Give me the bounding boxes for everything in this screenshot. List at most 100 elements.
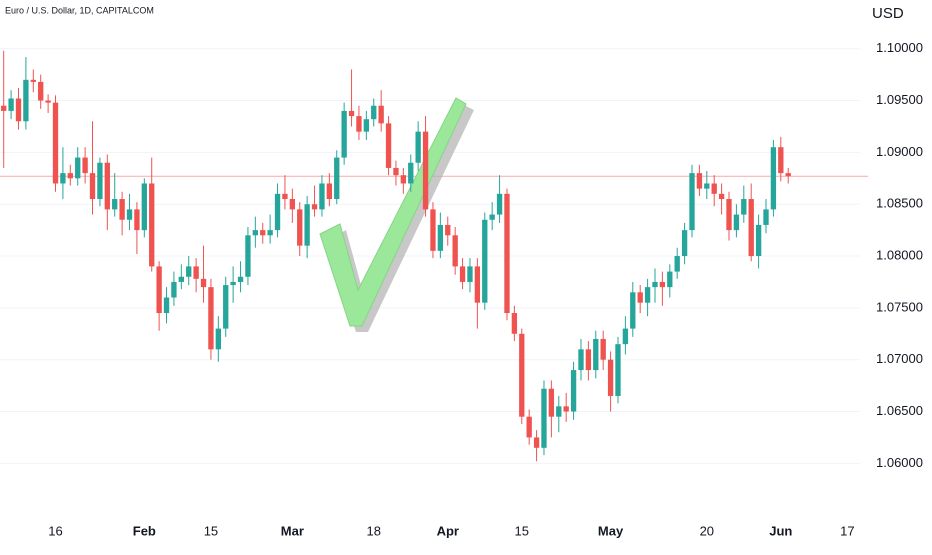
candle-body	[593, 338, 599, 371]
candle-body	[778, 147, 784, 174]
candle-body	[733, 214, 740, 231]
candle-body	[430, 209, 436, 251]
candle-body	[341, 110, 347, 158]
candle-body	[704, 183, 710, 189]
candle-body	[1, 105, 7, 111]
candle-body	[667, 271, 673, 288]
candle-body	[348, 110, 355, 117]
candle-body	[689, 173, 695, 231]
candle-body	[163, 297, 170, 314]
y-tick-label: 1.06000	[876, 455, 923, 470]
candle-body	[452, 235, 458, 267]
candle-body	[519, 333, 525, 417]
candle-body	[82, 157, 88, 174]
candle-body	[156, 266, 162, 314]
x-tick-label: 16	[48, 523, 62, 538]
candle-body	[474, 266, 481, 303]
candle-body	[326, 183, 333, 200]
x-tick-label: 15	[515, 523, 529, 538]
candle-body	[674, 256, 680, 272]
candle-body	[282, 193, 288, 200]
candle-body	[459, 266, 466, 282]
candle-body	[215, 328, 221, 350]
y-tick-label: 1.09000	[876, 144, 923, 159]
x-tick-label: May	[598, 523, 624, 538]
candle-body	[563, 406, 569, 412]
candle-body	[659, 281, 666, 288]
candle-body	[482, 219, 488, 303]
candle-body	[400, 175, 407, 184]
candle-body	[60, 173, 66, 184]
x-tick-label: 15	[204, 523, 218, 538]
candle-body	[223, 285, 229, 329]
candle-body	[363, 119, 370, 132]
x-tick-label: 20	[700, 523, 714, 538]
candle-body	[8, 98, 14, 111]
candle-body	[52, 102, 59, 184]
candle-body	[785, 173, 791, 177]
candle-body	[526, 416, 532, 438]
candle-body	[334, 157, 340, 200]
candle-body	[178, 276, 184, 282]
candle-body	[422, 131, 429, 210]
candle-body	[556, 406, 562, 417]
candle-body	[237, 276, 244, 282]
candle-body	[112, 199, 118, 210]
x-tick-label: Feb	[133, 523, 156, 538]
x-tick-label: 17	[840, 523, 854, 538]
candle-body	[393, 167, 399, 176]
candle-body	[644, 287, 651, 303]
candle-body	[696, 173, 703, 189]
candle-body	[15, 98, 22, 122]
x-tick-label: Mar	[281, 523, 304, 538]
candle-body	[408, 162, 414, 184]
x-tick-label: Apr	[437, 523, 459, 538]
candle-body	[289, 199, 296, 210]
candle-body	[193, 266, 199, 279]
checkmark-graphic	[319, 97, 474, 332]
candle-body	[718, 193, 725, 200]
candle-body	[371, 105, 377, 120]
y-tick-label: 1.08500	[876, 196, 923, 211]
candle-body	[208, 287, 214, 350]
candle-body	[578, 349, 584, 371]
x-tick-label: 18	[367, 523, 381, 538]
candle-body	[126, 209, 133, 220]
candle-body	[75, 157, 81, 179]
candle-body	[311, 204, 318, 210]
candle-body	[67, 173, 73, 179]
candle-body	[385, 123, 392, 168]
y-tick-label: 1.08000	[876, 247, 923, 262]
candle-body	[230, 281, 236, 286]
candle-body	[38, 81, 44, 101]
candle-body	[637, 292, 643, 303]
candle-body	[104, 162, 110, 210]
chart-title: Euro / U.S. Dollar, 1D, CAPITALCOM	[5, 5, 154, 15]
candle-body	[615, 344, 621, 396]
y-tick-label: 1.09500	[876, 92, 923, 107]
candle-body	[489, 214, 495, 220]
y-tick-label: 1.06500	[876, 403, 923, 418]
candle-body	[23, 79, 29, 122]
candle-body	[770, 147, 777, 210]
candle-body	[600, 338, 606, 360]
candle-body	[741, 199, 747, 215]
candle-body	[171, 281, 177, 298]
candle-body	[585, 349, 592, 371]
candle-body	[622, 328, 629, 345]
candle-body	[89, 173, 96, 200]
candle-body	[630, 292, 636, 329]
candle-body	[319, 183, 325, 210]
candle-body	[149, 183, 155, 267]
y-tick-label: 1.07500	[876, 299, 923, 314]
candle-body	[45, 100, 51, 103]
checkmark	[319, 97, 467, 327]
candle-body	[119, 199, 125, 220]
candle-body	[755, 224, 762, 257]
candle-body	[97, 162, 103, 200]
candle-body	[748, 199, 754, 257]
candle-body	[763, 209, 769, 225]
